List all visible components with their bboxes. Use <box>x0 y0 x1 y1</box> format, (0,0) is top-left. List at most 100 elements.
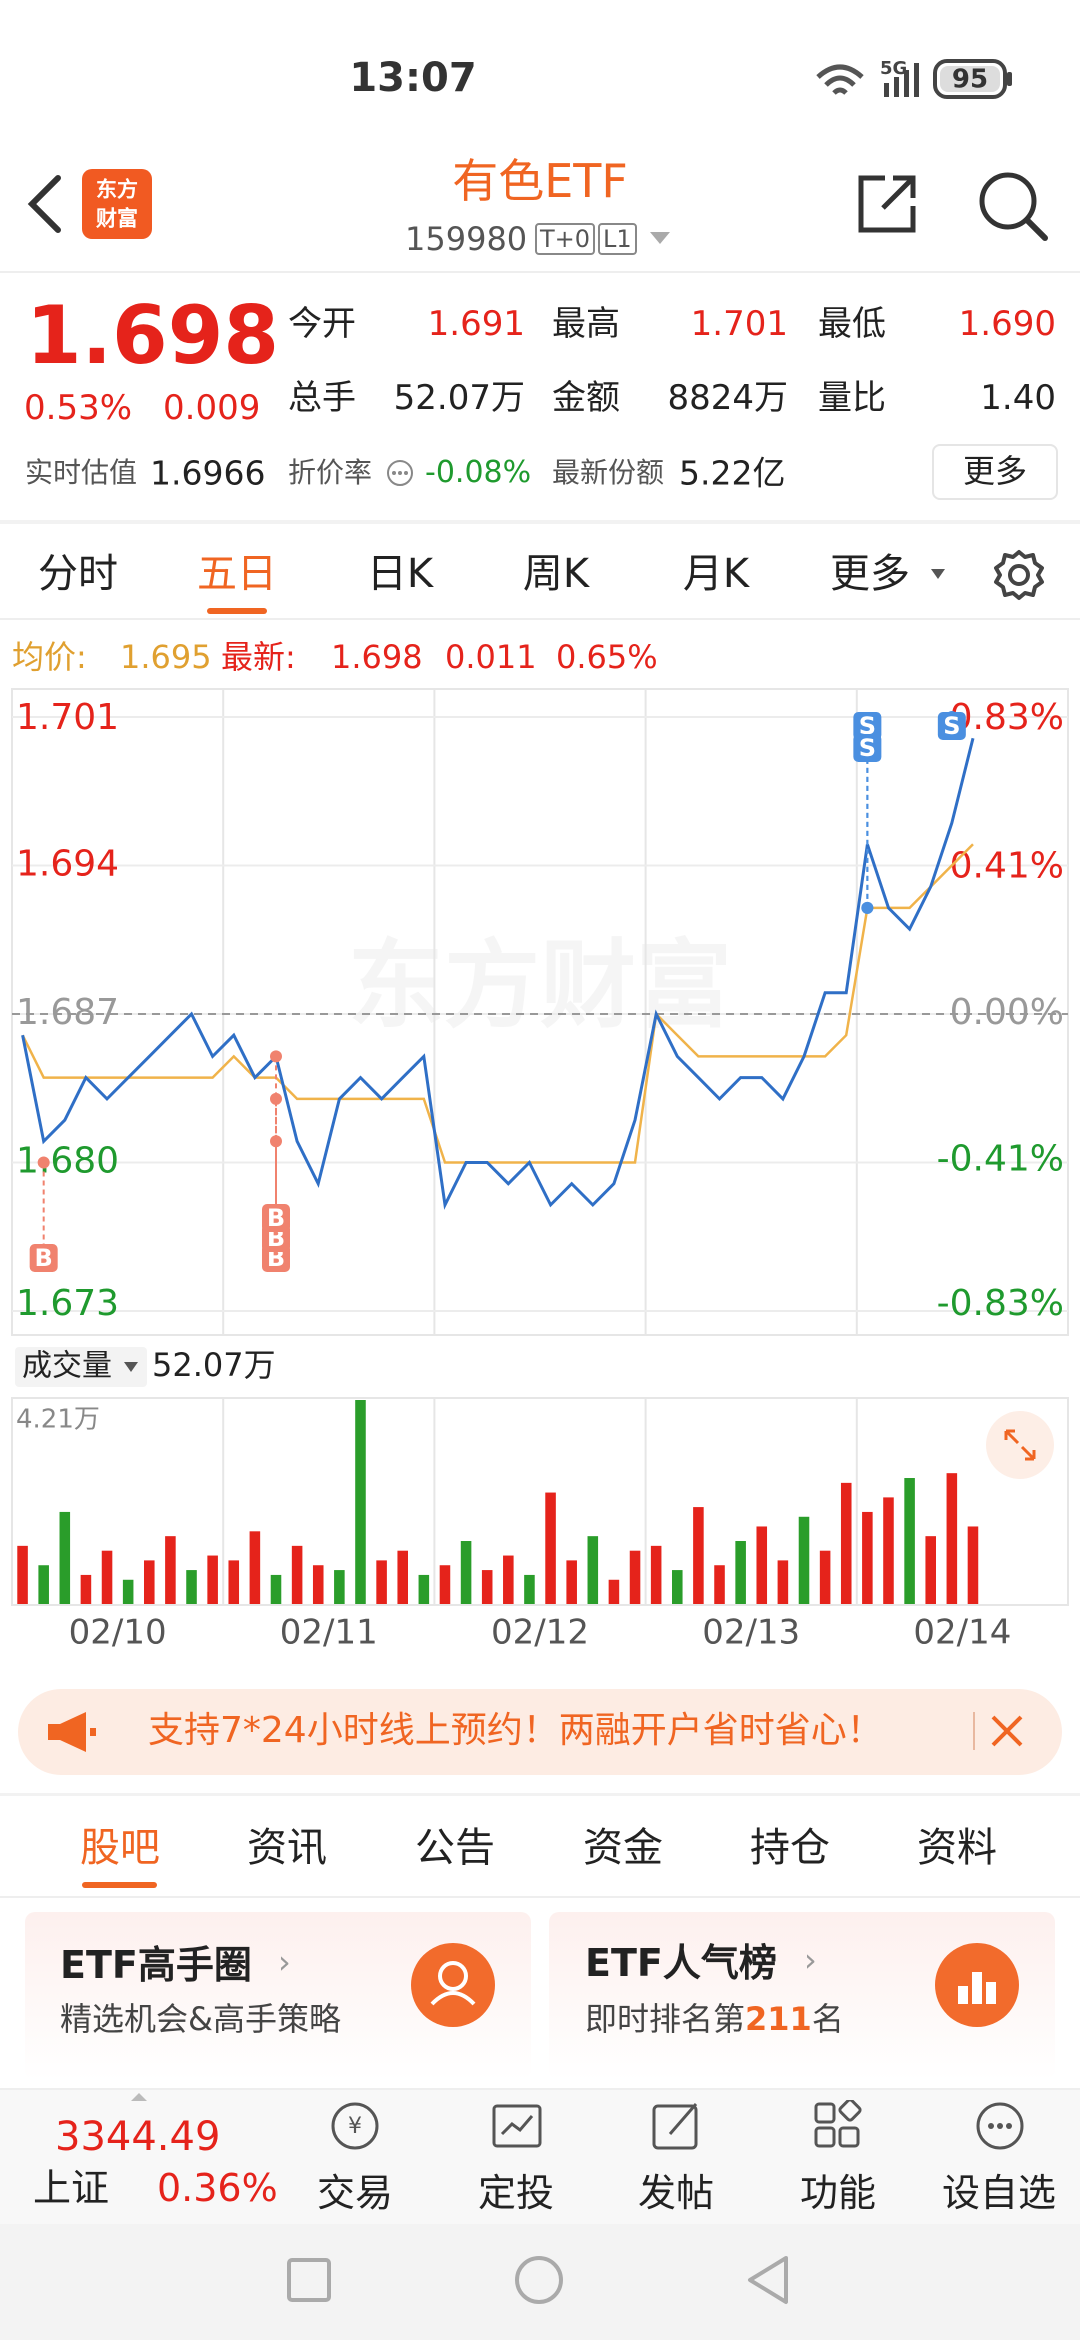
section-tab-active[interactable]: 股吧 <box>80 1825 160 1871</box>
recents-button[interactable] <box>287 2258 331 2302</box>
badge: L1 <box>598 223 637 255</box>
y-tick-label: 1.673 <box>16 1283 119 1324</box>
volume-bar <box>672 1570 683 1604</box>
trade-icon: ¥ <box>331 2102 379 2150</box>
settings-button[interactable] <box>992 548 1046 602</box>
volume-selector[interactable] <box>15 1347 147 1387</box>
volume-bar <box>587 1536 599 1604</box>
nav-item[interactable]: 定投 <box>477 2171 555 2215</box>
watermark: 东方财富 <box>348 929 732 1041</box>
divider <box>0 1896 1080 1898</box>
index-value[interactable]: 3344.49 <box>55 2114 221 2160</box>
estimate-value: 1.6966 <box>150 453 266 493</box>
section-tab[interactable]: 公告 <box>415 1825 495 1871</box>
volume-bar <box>334 1570 345 1604</box>
promo-banner[interactable] <box>18 1689 1062 1775</box>
nav-item[interactable]: 设自选 <box>941 2171 1057 2215</box>
status-time: 13:07 <box>349 55 477 101</box>
tab[interactable]: 分时 <box>38 551 118 597</box>
dropdown-arrow <box>931 569 945 579</box>
volume-bar <box>165 1536 176 1604</box>
charts: 东方财富 成交量 52.07万 1.701 1.694 1.687 1.680 1.67… <box>11 688 1069 1653</box>
stat-label: 总手 <box>288 378 356 418</box>
chevron: › <box>804 1941 817 1979</box>
post-icon <box>652 2103 698 2150</box>
home-button[interactable] <box>515 2256 563 2304</box>
index-change: 0.36% <box>157 2166 278 2210</box>
section-tab[interactable]: 资料 <box>917 1825 997 1871</box>
volume-bar <box>925 1536 936 1604</box>
divider <box>0 520 1080 524</box>
volume-bar <box>228 1560 240 1604</box>
tab-underline <box>207 608 267 614</box>
card-subtitle-post: 名 <box>811 2000 844 2038</box>
volume-bar <box>777 1560 789 1604</box>
share-button[interactable] <box>855 172 919 236</box>
volume-bar <box>967 1526 979 1604</box>
dropdown-arrow[interactable] <box>648 230 672 246</box>
y-tick-label: 4.21万 <box>16 1405 100 1435</box>
volume-bar <box>714 1565 725 1604</box>
x-tick-label: 02/10 <box>69 1613 167 1653</box>
stat-value: 1.40 <box>980 378 1056 418</box>
volume-bar <box>17 1545 28 1604</box>
info-icon[interactable] <box>385 458 415 488</box>
shares-label: 最新份额 <box>552 456 665 489</box>
marker-label: S <box>859 734 876 762</box>
volume-bar <box>38 1565 49 1604</box>
volume-bar <box>840 1482 852 1604</box>
y2-tick-label: -0.41% <box>937 1139 1064 1180</box>
volume-bar <box>862 1511 873 1604</box>
invest-icon <box>492 2104 542 2148</box>
back-button[interactable] <box>20 170 70 240</box>
change: 0.009 <box>163 388 261 428</box>
trade-marker <box>270 1050 282 1063</box>
legend-change: 0.011 <box>445 638 537 676</box>
card-icon <box>935 1943 1019 2027</box>
y-tick-label: 1.680 <box>16 1141 119 1182</box>
volume-bar <box>122 1579 134 1604</box>
more-button[interactable] <box>932 444 1058 500</box>
expand-button[interactable] <box>986 1411 1054 1479</box>
volume-bar <box>80 1574 92 1604</box>
volume-bar <box>566 1560 577 1604</box>
stat-value: 52.07万 <box>393 378 525 418</box>
volume-bar <box>608 1579 620 1604</box>
trade-marker <box>37 1156 50 1169</box>
stock-code: 159980 <box>405 220 528 258</box>
section-tab[interactable]: 资金 <box>583 1825 663 1871</box>
tab[interactable]: 月K <box>682 551 750 597</box>
card-subtitle: 精选机会&高手策略 <box>60 2000 341 2038</box>
nav-item[interactable]: 发帖 <box>637 2171 715 2215</box>
y-tick-label: 1.694 <box>16 844 119 885</box>
legend-avg-label: 均价: <box>12 638 87 676</box>
volume-bar <box>693 1507 704 1604</box>
back-nav-button[interactable] <box>748 2256 788 2304</box>
nav-item[interactable]: 功能 <box>799 2171 877 2215</box>
tab[interactable]: 日K <box>366 551 434 597</box>
divider <box>0 271 1080 273</box>
volume-bar <box>376 1560 387 1604</box>
volume-bar <box>819 1550 831 1604</box>
marker-box <box>853 712 882 740</box>
tab[interactable]: 周K <box>522 551 590 597</box>
marker-label: S <box>859 712 876 740</box>
up-arrow <box>131 2093 147 2101</box>
section-tab[interactable]: 资讯 <box>247 1825 327 1871</box>
volume-bar <box>312 1565 324 1604</box>
stat-label: 金额 <box>552 378 620 418</box>
x-tick-label: 02/13 <box>702 1613 800 1653</box>
section-tab[interactable]: 持仓 <box>750 1825 830 1871</box>
close-button[interactable] <box>990 1714 1024 1748</box>
change-pct: 0.53% <box>24 388 133 428</box>
system-nav <box>0 2224 1080 2340</box>
tab-active[interactable]: 五日 <box>197 551 277 597</box>
average-line <box>21 843 974 1164</box>
volume-bar <box>270 1574 282 1604</box>
search-button[interactable] <box>975 168 1051 244</box>
card-subtitle: 即时排名第211名 <box>585 2003 844 2035</box>
nav-item[interactable]: 交易 <box>316 2171 394 2215</box>
tab[interactable]: 更多 <box>830 551 910 597</box>
volume-total: 52.07万 <box>152 1346 276 1384</box>
stat-value: 1.690 <box>958 304 1056 344</box>
